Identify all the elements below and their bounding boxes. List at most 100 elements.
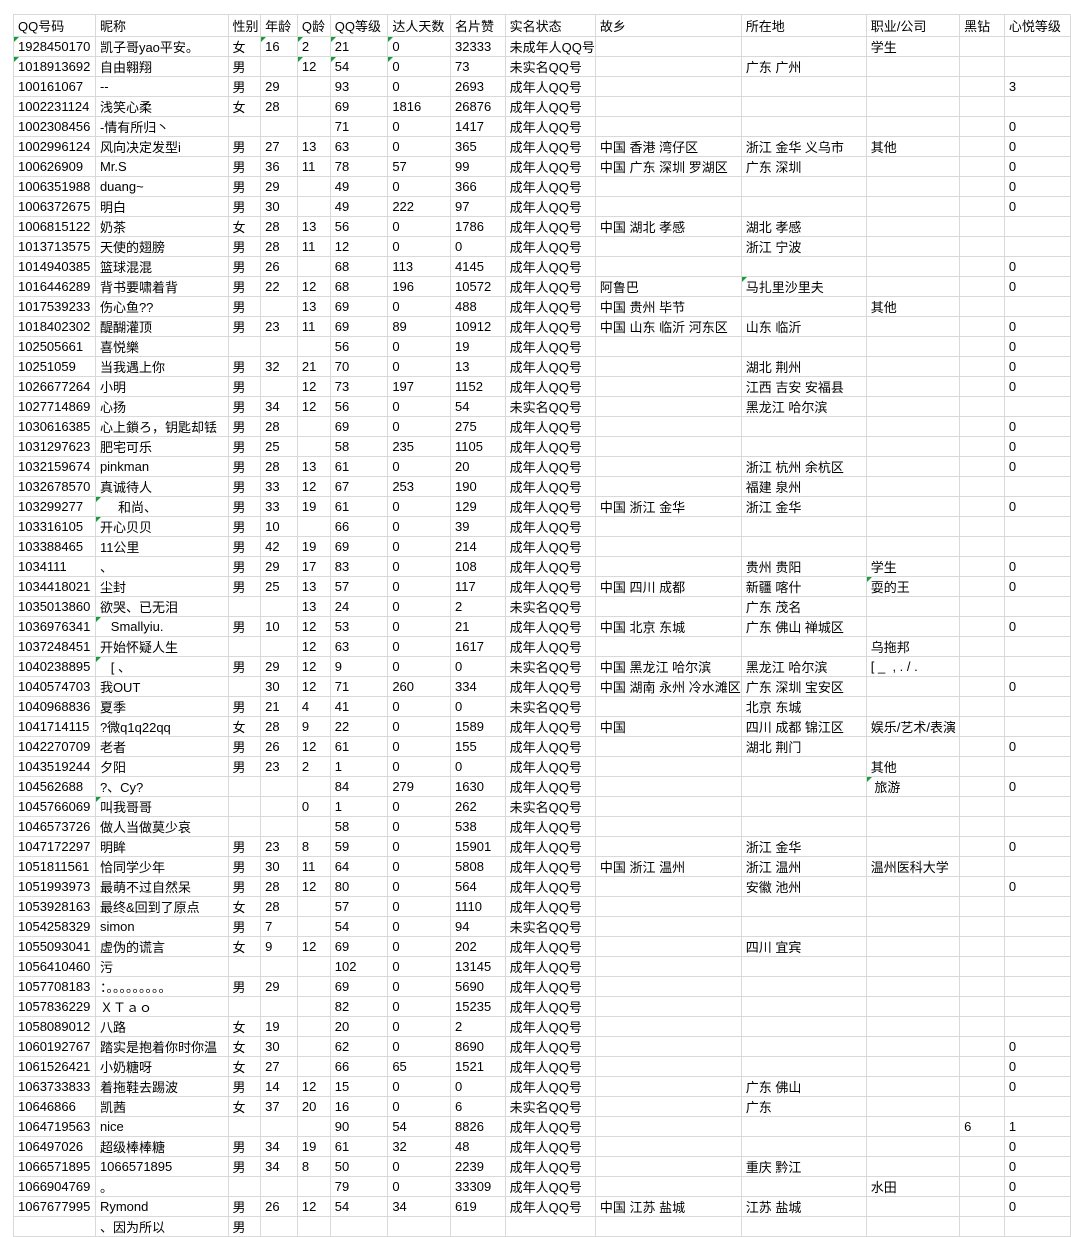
cell-job[interactable] — [865, 76, 961, 97]
cell-hometown[interactable] — [594, 696, 742, 717]
cell-gender[interactable]: 男 — [227, 76, 262, 97]
cell-job[interactable]: 学生 — [865, 556, 961, 577]
cell-card-likes[interactable]: 4145 — [450, 256, 506, 277]
cell-q-age[interactable]: 19 — [296, 1136, 331, 1157]
column-header-realname-status[interactable]: 实名状态 — [504, 14, 596, 37]
cell-hometown[interactable] — [594, 1016, 742, 1037]
cell-qq-level[interactable]: 15 — [329, 1076, 389, 1097]
cell-nickname[interactable]: 踏实是抱着你时你温 — [94, 1036, 229, 1057]
cell-gender[interactable] — [227, 796, 262, 817]
cell-qq[interactable]: 1027714869 — [13, 396, 96, 417]
cell-age[interactable] — [260, 336, 298, 357]
cell-gender[interactable]: 男 — [227, 416, 262, 437]
cell-job[interactable] — [865, 1096, 961, 1117]
cell-hometown[interactable]: 中国 浙江 金华 — [594, 496, 742, 517]
cell-hometown[interactable] — [594, 416, 742, 437]
cell-job[interactable] — [865, 1116, 961, 1137]
cell-nickname[interactable]: 、因为所以 — [94, 1216, 229, 1237]
cell-job[interactable] — [865, 836, 961, 857]
cell-age[interactable]: 28 — [260, 416, 298, 437]
cell-gender[interactable]: 男 — [227, 296, 262, 317]
cell-realname-status[interactable]: 成年人QQ号 — [504, 116, 596, 137]
cell-black-diamond[interactable] — [959, 436, 1005, 457]
cell-black-diamond[interactable] — [959, 276, 1005, 297]
cell-xinyue-level[interactable] — [1003, 816, 1071, 837]
cell-hometown[interactable] — [594, 836, 742, 857]
cell-daren-days[interactable]: 0 — [387, 1016, 452, 1037]
cell-card-likes[interactable]: 619 — [450, 1196, 506, 1217]
cell-daren-days[interactable]: 0 — [387, 616, 452, 637]
cell-qq-level[interactable]: 67 — [329, 476, 389, 497]
cell-hometown[interactable] — [594, 1056, 742, 1077]
cell-q-age[interactable]: 9 — [296, 716, 331, 737]
cell-realname-status[interactable]: 成年人QQ号 — [504, 536, 596, 557]
cell-xinyue-level[interactable]: 0 — [1003, 316, 1071, 337]
cell-qq[interactable]: 1047172297 — [13, 836, 96, 857]
cell-nickname[interactable]: -情有所归丶 — [94, 116, 229, 137]
cell-daren-days[interactable]: 0 — [387, 76, 452, 97]
cell-location[interactable]: 江西 吉安 安福县 — [740, 376, 867, 397]
cell-xinyue-level[interactable]: 0 — [1003, 436, 1071, 457]
cell-nickname[interactable]: 叫我哥哥 — [94, 796, 229, 817]
cell-age[interactable]: 23 — [260, 316, 298, 337]
cell-nickname[interactable]: 虚伪的谎言 — [94, 936, 229, 957]
cell-daren-days[interactable]: 0 — [387, 896, 452, 917]
cell-hometown[interactable] — [594, 96, 742, 117]
cell-realname-status[interactable]: 成年人QQ号 — [504, 616, 596, 637]
cell-realname-status[interactable]: 成年人QQ号 — [504, 196, 596, 217]
cell-nickname[interactable]: 篮球混混 — [94, 256, 229, 277]
cell-location[interactable] — [740, 256, 867, 277]
cell-realname-status[interactable]: 未实名QQ号 — [504, 696, 596, 717]
cell-gender[interactable] — [227, 996, 262, 1017]
cell-age[interactable]: 30 — [260, 1036, 298, 1057]
cell-realname-status[interactable]: 成年人QQ号 — [504, 936, 596, 957]
cell-qq-level[interactable]: 83 — [329, 556, 389, 577]
cell-q-age[interactable]: 13 — [296, 456, 331, 477]
cell-location[interactable]: 四川 成都 锦江区 — [740, 716, 867, 737]
cell-xinyue-level[interactable] — [1003, 636, 1071, 657]
cell-daren-days[interactable]: 0 — [387, 236, 452, 257]
cell-job[interactable] — [865, 256, 961, 277]
cell-daren-days[interactable]: 0 — [387, 856, 452, 877]
cell-gender[interactable]: 男 — [227, 856, 262, 877]
cell-qq[interactable]: 1053928163 — [13, 896, 96, 917]
cell-realname-status[interactable]: 成年人QQ号 — [504, 256, 596, 277]
cell-nickname[interactable]: 凯茜 — [94, 1096, 229, 1117]
cell-hometown[interactable] — [594, 476, 742, 497]
cell-q-age[interactable]: 12 — [296, 676, 331, 697]
cell-job[interactable] — [865, 976, 961, 997]
cell-hometown[interactable] — [594, 196, 742, 217]
cell-q-age[interactable] — [296, 1016, 331, 1037]
cell-age[interactable]: 34 — [260, 396, 298, 417]
cell-q-age[interactable] — [296, 1176, 331, 1197]
cell-gender[interactable]: 女 — [227, 716, 262, 737]
cell-nickname[interactable]: nice — [94, 1116, 229, 1137]
cell-realname-status[interactable]: 成年人QQ号 — [504, 1016, 596, 1037]
cell-gender[interactable] — [227, 816, 262, 837]
cell-realname-status[interactable]: 未实名QQ号 — [504, 656, 596, 677]
cell-nickname[interactable]: ＸＴａｏ — [94, 996, 229, 1017]
cell-job[interactable] — [865, 876, 961, 897]
cell-realname-status[interactable]: 成年人QQ号 — [504, 356, 596, 377]
cell-black-diamond[interactable] — [959, 496, 1005, 517]
cell-gender[interactable]: 男 — [227, 976, 262, 997]
cell-gender[interactable]: 女 — [227, 1056, 262, 1077]
cell-hometown[interactable] — [594, 1036, 742, 1057]
cell-qq-level[interactable]: 56 — [329, 396, 389, 417]
cell-nickname[interactable]: 奶茶 — [94, 216, 229, 237]
cell-daren-days[interactable]: 197 — [387, 376, 452, 397]
cell-card-likes[interactable]: 1630 — [450, 776, 506, 797]
cell-job[interactable]: 学生 — [865, 36, 961, 57]
cell-xinyue-level[interactable] — [1003, 596, 1071, 617]
cell-qq[interactable]: 1016446289 — [13, 276, 96, 297]
cell-hometown[interactable] — [594, 56, 742, 77]
cell-qq[interactable]: 1056410460 — [13, 956, 96, 977]
cell-location[interactable] — [740, 296, 867, 317]
cell-card-likes[interactable]: 15901 — [450, 836, 506, 857]
cell-gender[interactable]: 男 — [227, 476, 262, 497]
cell-job[interactable] — [865, 1016, 961, 1037]
cell-job[interactable] — [865, 1036, 961, 1057]
cell-qq-level[interactable]: 79 — [329, 1176, 389, 1197]
cell-realname-status[interactable]: 成年人QQ号 — [504, 856, 596, 877]
cell-card-likes[interactable]: 97 — [450, 196, 506, 217]
